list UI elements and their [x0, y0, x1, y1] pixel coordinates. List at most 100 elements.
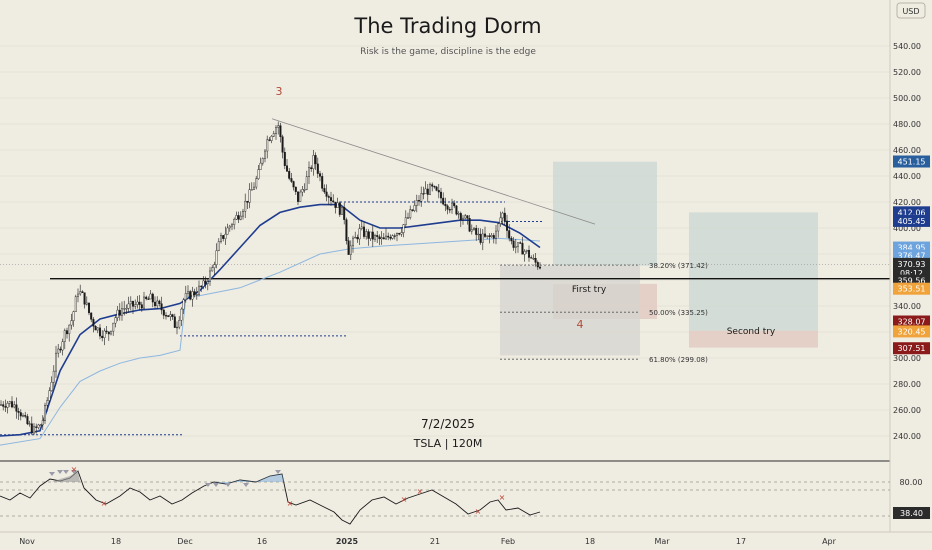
y-tick-label-1: 520.00: [893, 68, 921, 77]
x-tick-label-8: Mar: [654, 537, 670, 546]
osc-signal-marker-2: [63, 470, 69, 474]
candle-body-236: [235, 215, 238, 220]
osc-cross-marker-0: ×: [71, 465, 78, 474]
price-badge-bg-8: [893, 282, 930, 295]
candle-body-223: [222, 235, 225, 239]
candle-body-201: [200, 285, 203, 288]
candle-body-113: [112, 322, 115, 332]
candle-body-393: [391, 235, 394, 239]
wave-4-label: 4: [577, 318, 584, 331]
price-badge-text-0: 451.15: [898, 158, 926, 167]
candle-body-443: [442, 197, 445, 205]
candle-body-111: [109, 330, 112, 335]
candle-body-346: [345, 219, 348, 242]
candle-body-408: [407, 217, 410, 219]
candle-body-107: [105, 330, 108, 333]
x-tick-label-1: 18: [111, 537, 121, 546]
position-box-3[interactable]: [689, 212, 818, 331]
candle-body-63: [61, 341, 64, 351]
candle-body-287: [286, 165, 289, 172]
candle-body-30: [28, 423, 31, 425]
candle-body-100: [98, 327, 101, 337]
candle-body-313: [312, 155, 315, 170]
candle-body-399: [398, 233, 401, 235]
oscillator-line: [0, 470, 541, 525]
candle-body-250: [248, 189, 251, 203]
candle-body-166: [164, 315, 167, 317]
candle-body-186: [184, 293, 187, 300]
price-badge-text-9: 328.07: [898, 318, 926, 327]
price-badge-bg-10: [893, 325, 930, 338]
time-axis[interactable]: Nov 18 Dec 16 2025 21 Feb 18 Mar 17 Apr: [19, 537, 836, 546]
position-box-2[interactable]: [500, 265, 640, 356]
candles: [0, 121, 542, 435]
candle-body-533: [532, 258, 535, 260]
candle-body-445: [444, 203, 447, 207]
candle-body-397: [396, 233, 399, 236]
chart-title: The Trading Dorm: [353, 14, 541, 38]
candle-body-362: [360, 226, 363, 229]
candle-body-243: [241, 211, 244, 217]
candle-body-93: [92, 319, 95, 327]
candle-body-327: [325, 191, 328, 197]
y-tick-label-4: 460.00: [893, 146, 921, 155]
candle-body-441: [440, 191, 443, 199]
x-tick-label-6: Feb: [501, 537, 515, 546]
candle-body-311: [310, 167, 313, 170]
fib-label-0: 38.20% (371.42): [649, 262, 708, 270]
candle-body-344: [343, 207, 346, 220]
candle-body-214: [213, 264, 216, 268]
candle-body-503: [501, 212, 504, 219]
position-box-0[interactable]: [553, 161, 657, 266]
x-tick-label-10: Apr: [822, 537, 837, 546]
candle-body-122: [120, 308, 123, 316]
wave-3-label: 3: [276, 85, 283, 98]
candle-body-184: [182, 299, 185, 310]
candle-body-245: [244, 200, 247, 212]
candle-body-318: [316, 163, 319, 174]
oscillator-pane: × × × × × × × 80.00 38.40: [0, 465, 930, 525]
candle-body-230: [228, 225, 231, 229]
candle-body-267: [266, 139, 269, 152]
candle-body-448: [446, 205, 449, 210]
position-boxes: [500, 161, 818, 356]
candle-body-329: [327, 196, 330, 198]
osc-signal-marker-0: [49, 472, 55, 476]
candle-body-164: [162, 309, 165, 316]
candle-body-142: [140, 304, 143, 309]
currency-button[interactable]: [896, 2, 926, 19]
candle-body-285: [283, 152, 286, 166]
osc-cross-marker-6: ×: [499, 493, 506, 502]
position-box-4[interactable]: [689, 330, 818, 348]
candle-body-34: [33, 426, 36, 434]
candle-body-540: [539, 266, 542, 269]
candle-body-338: [336, 202, 339, 208]
candle-body-478: [477, 233, 480, 236]
trendline-segment[interactable]: [271, 118, 596, 225]
candle-body-115: [114, 317, 117, 324]
osc-signal-marker-1: [57, 470, 63, 474]
candle-body-487: [486, 235, 489, 237]
trendline[interactable]: [271, 118, 596, 225]
candle-body-461: [459, 213, 462, 220]
candle-body-36: [35, 426, 38, 428]
candle-body-47: [46, 400, 49, 406]
candle-body-109: [107, 331, 110, 335]
candle-body-256: [255, 178, 258, 188]
price-badge-bg-2: [893, 214, 930, 227]
candle-body-485: [484, 233, 487, 237]
candle-body-181: [180, 308, 183, 321]
candle-body-177: [175, 326, 178, 329]
candle-body-494: [492, 235, 495, 239]
candle-body-263: [261, 158, 264, 164]
price-badge-text-5: 370.93: [898, 260, 926, 269]
chart-subtitle: Risk is the game, discipline is the edge: [360, 47, 536, 57]
x-tick-label-5: 21: [430, 537, 440, 546]
candle-body-228: [226, 227, 229, 235]
candle-body-98: [96, 327, 99, 331]
candle-body-294: [292, 181, 295, 188]
candle-body-401: [400, 232, 403, 235]
second-try-label: Second try: [727, 327, 776, 337]
